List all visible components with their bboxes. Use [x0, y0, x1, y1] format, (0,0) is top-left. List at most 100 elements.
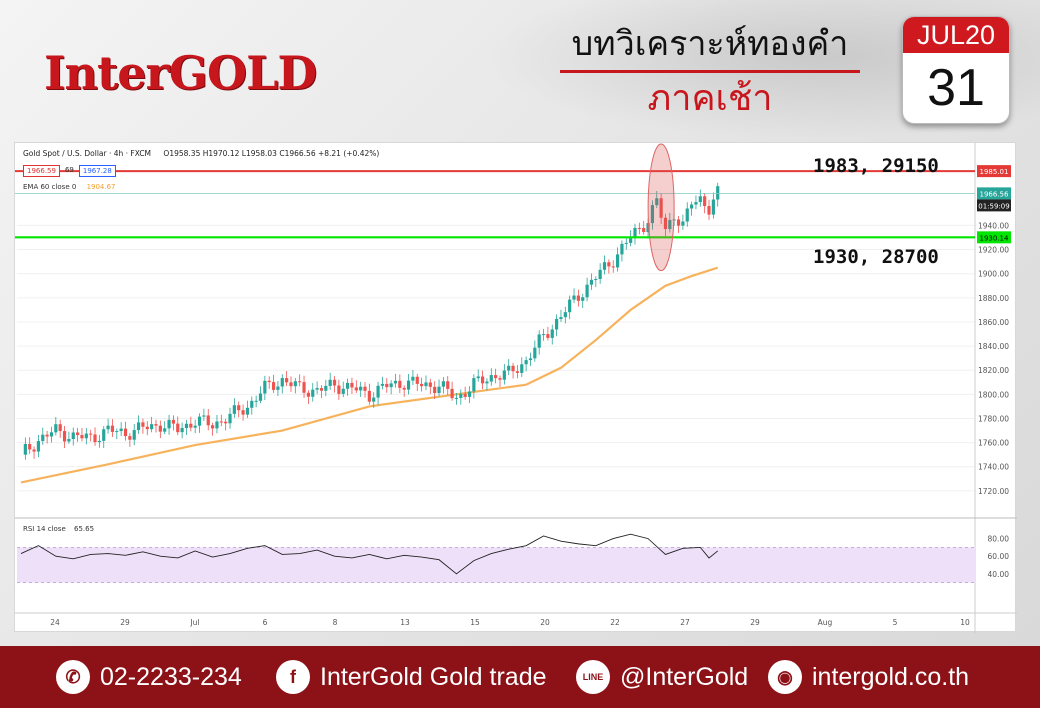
candle-body: [459, 393, 463, 398]
candle-body: [36, 441, 41, 452]
candle-body: [76, 432, 80, 436]
candle-body: [302, 382, 306, 393]
candle-body: [267, 380, 271, 383]
candle-body: [119, 428, 123, 432]
bid-price[interactable]: 1966.59: [23, 165, 60, 177]
time-tick-label: 8: [333, 618, 338, 627]
candle-body: [206, 415, 210, 426]
candle-body: [663, 217, 668, 230]
ask-price[interactable]: 1967.28: [78, 165, 116, 177]
rsi-tick-label: 40.00: [988, 570, 1010, 579]
candle-body: [624, 242, 628, 244]
candle-body: [716, 186, 720, 200]
footer-line[interactable]: LINE @InterGold: [576, 658, 748, 696]
candle-body: [668, 219, 672, 230]
candle-body: [145, 426, 149, 430]
candle-body: [541, 334, 546, 336]
candle-body: [359, 386, 363, 391]
candle-body: [589, 279, 594, 285]
candle-body: [237, 405, 241, 411]
footer-phone[interactable]: ✆ 02-2233-234: [56, 658, 242, 696]
time-tick-label: 27: [680, 618, 690, 627]
candle-body: [454, 397, 459, 399]
candle-body: [411, 376, 415, 381]
candle-body: [646, 223, 650, 233]
candle-body: [189, 423, 193, 428]
candle-body: [385, 383, 389, 388]
candle-body: [598, 269, 602, 279]
chart-symbol: Gold Spot / U.S. Dollar · 4h · FXCM: [23, 149, 152, 158]
candle-body: [328, 379, 332, 386]
candle-body: [324, 385, 328, 391]
candle-body: [150, 424, 154, 430]
candle-body: [572, 295, 576, 300]
candle-body: [633, 227, 637, 238]
candle-body: [123, 428, 128, 437]
candle-body: [676, 219, 681, 226]
candle-body: [67, 439, 71, 442]
candle-body: [224, 421, 228, 424]
candle-body: [376, 385, 380, 398]
footer-facebook[interactable]: f InterGold Gold trade: [276, 658, 547, 696]
candle-body: [276, 386, 280, 390]
candle-body: [476, 376, 480, 379]
ema-name: EMA 60 close 0: [23, 183, 77, 191]
candle-timer-tag-bg: [977, 199, 1011, 212]
rsi-legend: RSI 14 close 65.65: [23, 525, 94, 533]
price-tick-label: 1740.00: [978, 463, 1009, 472]
chart-canvas[interactable]: 1720.00 1740.00 1760.00 1780.00 1800.00 1820.…: [15, 143, 1017, 633]
candle-body: [650, 205, 655, 224]
candle-body: [585, 284, 589, 298]
footer-website[interactable]: ◉ intergold.co.th: [768, 658, 969, 696]
candle-body: [659, 198, 663, 218]
rsi-value: 65.65: [74, 525, 95, 533]
candle-body: [254, 400, 258, 402]
current-price-tag-bg: [977, 187, 1011, 200]
candle-body: [637, 227, 641, 229]
title-underline: [560, 70, 860, 73]
candle-body: [463, 393, 467, 397]
candle-body: [393, 380, 398, 384]
candle-body: [620, 243, 624, 255]
candle-body: [537, 334, 541, 348]
phone-number: 02-2233-234: [100, 662, 242, 691]
candle-body: [62, 431, 67, 442]
candle-body: [115, 431, 119, 433]
price-tick-label: 1720.00: [978, 487, 1009, 496]
candle-body: [602, 262, 607, 270]
candle-body: [711, 199, 715, 215]
candle-body: [615, 254, 620, 268]
candle-body: [581, 297, 585, 301]
time-tick-label: 29: [750, 618, 760, 627]
candle-body: [141, 422, 145, 427]
candle-body: [437, 386, 441, 394]
candle-body: [45, 434, 49, 437]
candle-body: [354, 387, 358, 391]
candle-body: [241, 410, 245, 415]
calendar-icon: JUL20 31: [902, 16, 1010, 124]
candle-body: [350, 382, 354, 388]
candle-body: [550, 329, 554, 338]
candle-body: [315, 388, 319, 390]
candle-body: [568, 299, 572, 313]
candle-body: [271, 382, 276, 390]
candle-body: [472, 378, 476, 392]
candle-body: [607, 262, 611, 267]
candle-body: [136, 422, 141, 431]
calendar-month: JUL20: [903, 17, 1009, 53]
candle-body: [298, 381, 302, 383]
candle-body: [690, 204, 694, 209]
price-tick-label: 1940.00: [978, 221, 1009, 230]
rsi-tick-label: 60.00: [988, 552, 1010, 561]
candle-body: [341, 388, 345, 394]
page-title: บทวิเคราะห์ทองคำ: [571, 24, 849, 64]
candle-body: [245, 407, 250, 415]
candle-body: [184, 423, 189, 429]
candle-body: [524, 360, 528, 365]
price-chart[interactable]: 1720.00 1740.00 1760.00 1780.00 1800.00 1820.…: [14, 142, 1017, 633]
candle-body: [219, 421, 223, 423]
calendar-day: 31: [927, 59, 985, 117]
candle-body: [372, 397, 376, 402]
candle-body: [228, 413, 232, 424]
page-subtitle: ภาคเช้า: [647, 78, 773, 119]
